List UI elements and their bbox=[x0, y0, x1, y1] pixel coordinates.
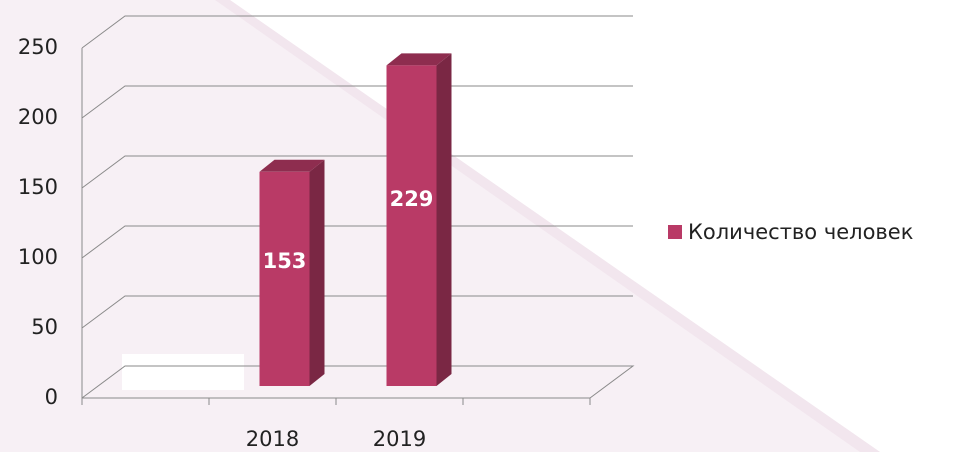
grid-line bbox=[81, 15, 633, 49]
legend-swatch bbox=[668, 225, 682, 239]
x-tick-label: 2018 bbox=[246, 427, 299, 451]
grid-line bbox=[81, 85, 633, 119]
value-label: 229 bbox=[390, 187, 434, 211]
value-label: 153 bbox=[263, 249, 307, 273]
grid-line bbox=[81, 225, 633, 259]
y-tick-label: 150 bbox=[18, 175, 58, 199]
bar-side bbox=[436, 53, 452, 387]
blank-patch bbox=[122, 354, 244, 390]
bar bbox=[386, 65, 437, 387]
y-tick-label: 250 bbox=[18, 35, 58, 59]
x-tick-label: 2019 bbox=[373, 427, 426, 451]
bar-side bbox=[309, 159, 325, 386]
y-tick-label: 0 bbox=[45, 385, 58, 409]
grid-line bbox=[81, 155, 633, 189]
y-tick-label: 100 bbox=[18, 245, 58, 269]
legend-label: Количество человек bbox=[688, 220, 913, 244]
grid-line bbox=[81, 365, 635, 399]
y-tick-label: 200 bbox=[18, 105, 58, 129]
y-tick-label: 50 bbox=[31, 315, 58, 339]
bar bbox=[259, 171, 310, 386]
bar-top bbox=[386, 53, 452, 66]
bar-top bbox=[259, 159, 325, 172]
grid-line bbox=[81, 295, 633, 329]
